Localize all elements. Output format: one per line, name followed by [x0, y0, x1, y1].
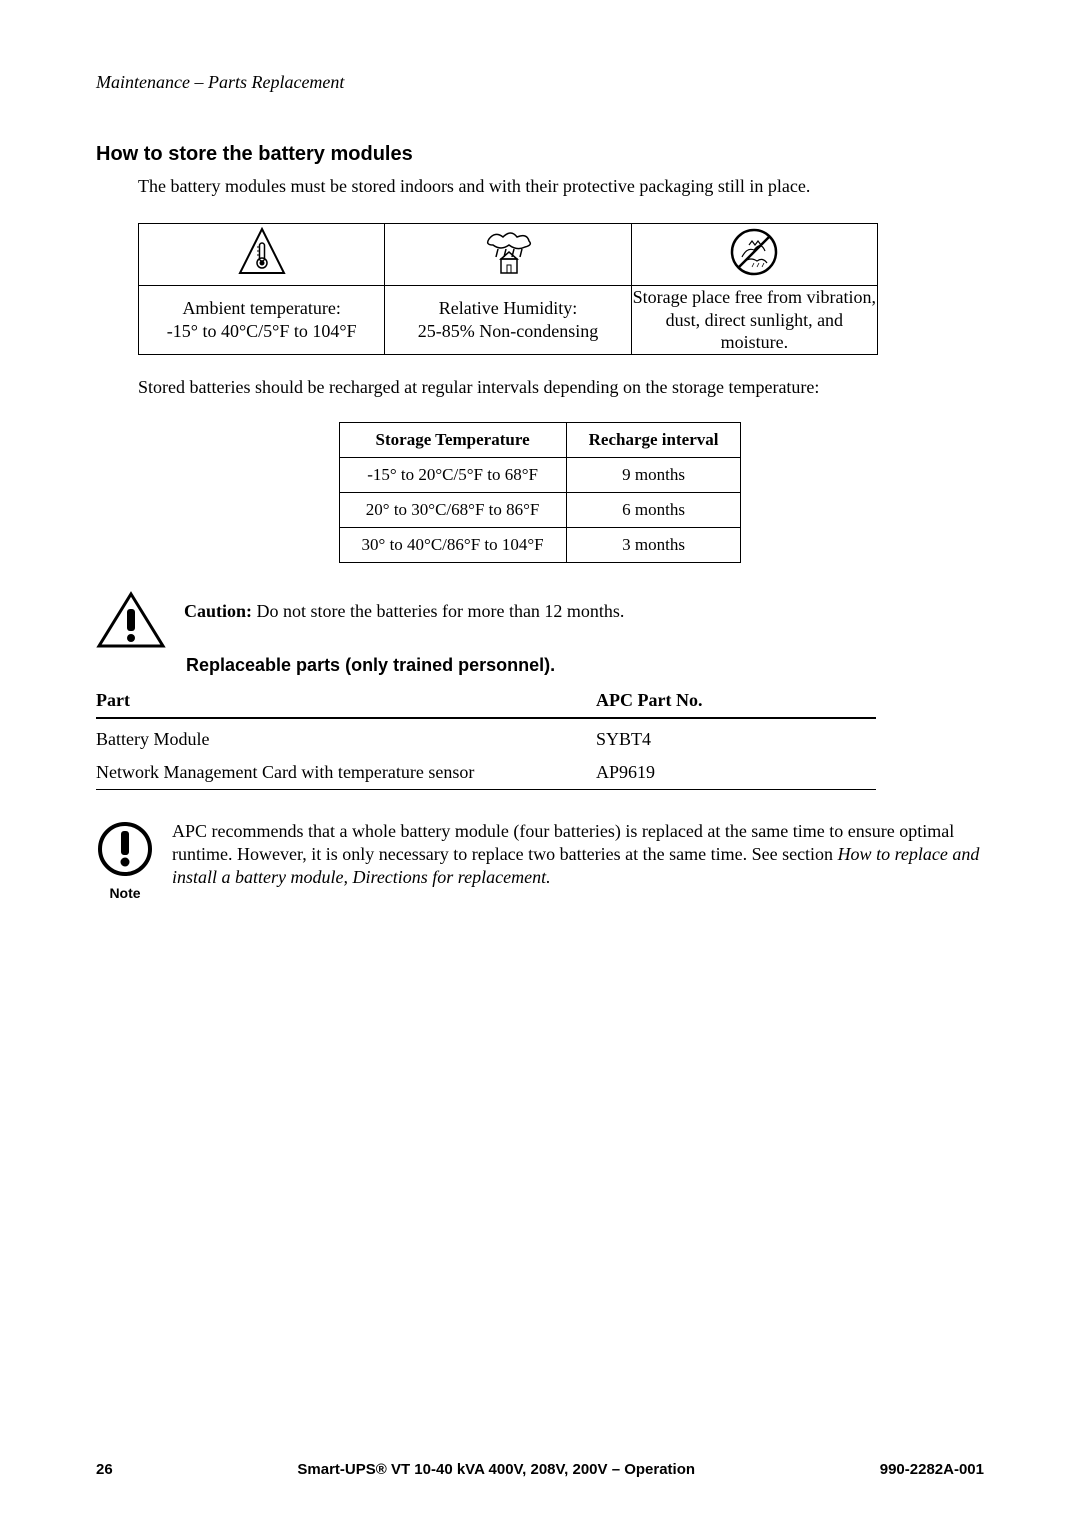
- replaceable-title: Replaceable parts (only trained personne…: [186, 655, 984, 676]
- section-title: How to store the battery modules: [96, 143, 984, 166]
- parts-r0c1: SYBT4: [596, 723, 876, 756]
- caution-body: Do not store the batteries for more than…: [252, 601, 624, 621]
- storage-conditions-table: Ambient temperature: -15° to 40°C/5°F to…: [138, 223, 878, 355]
- recharge-header-0: Storage Temperature: [339, 422, 566, 457]
- cond-2-line2: dust, direct sunlight, and moisture.: [666, 310, 843, 353]
- footer-page: 26: [96, 1461, 113, 1478]
- recharge-r2c0: 30° to 40°C/86°F to 104°F: [339, 527, 566, 562]
- cond-2-line1: Storage place free from vibration,: [633, 287, 876, 307]
- note-label: Note: [96, 885, 154, 901]
- footer-docnum: 990-2282A-001: [880, 1461, 984, 1478]
- cond-0-line1: Ambient temperature:: [182, 298, 340, 318]
- recharge-r2c1: 3 months: [566, 527, 741, 562]
- recharge-interval-table: Storage Temperature Recharge interval -1…: [339, 422, 742, 563]
- cond-0-line2: -15° to 40°C/5°F to 104°F: [167, 321, 357, 341]
- cond-1-line2: 25-85% Non-condensing: [418, 321, 598, 341]
- parts-r1c0: Network Management Card with temperature…: [96, 756, 596, 790]
- header-section: Maintenance – Parts Replacement: [96, 72, 984, 93]
- caution-label: Caution:: [184, 601, 252, 621]
- recharge-r0c0: -15° to 20°C/5°F to 68°F: [339, 457, 566, 492]
- note-text: APC recommends that a whole battery modu…: [172, 820, 984, 890]
- recharge-intro-text: Stored batteries should be recharged at …: [138, 377, 984, 398]
- caution-icon: [96, 591, 166, 649]
- parts-r0c0: Battery Module: [96, 723, 596, 756]
- parts-header-1: APC Part No.: [596, 686, 876, 718]
- parts-header-0: Part: [96, 686, 596, 718]
- caution-text: Caution: Do not store the batteries for …: [184, 591, 624, 622]
- parts-r1c1: AP9619: [596, 756, 876, 790]
- cond-1-line1: Relative Humidity:: [439, 298, 577, 318]
- temperature-icon: [238, 264, 286, 281]
- intro-text: The battery modules must be stored indoo…: [138, 176, 984, 197]
- recharge-r0c1: 9 months: [566, 457, 741, 492]
- environment-icon: [727, 264, 781, 281]
- note-icon: [96, 865, 154, 882]
- footer-title: Smart-UPS® VT 10-40 kVA 400V, 208V, 200V…: [297, 1461, 695, 1478]
- recharge-header-1: Recharge interval: [566, 422, 741, 457]
- humidity-icon: [477, 264, 539, 281]
- recharge-r1c0: 20° to 30°C/68°F to 86°F: [339, 492, 566, 527]
- parts-table: Part APC Part No. Battery Module SYBT4 N…: [96, 686, 876, 790]
- recharge-r1c1: 6 months: [566, 492, 741, 527]
